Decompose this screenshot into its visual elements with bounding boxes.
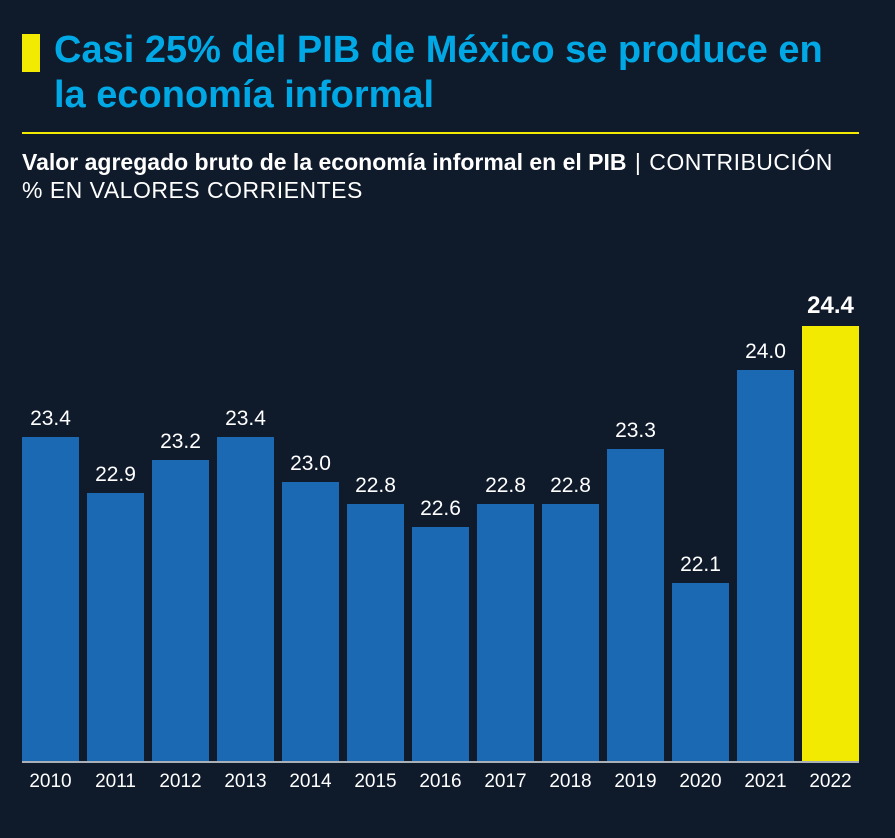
bar-value-label: 23.4 (30, 407, 71, 431)
bar-value-label: 23.0 (290, 452, 331, 476)
bar-value-label: 22.8 (485, 474, 526, 498)
x-tick: 2010 (22, 765, 79, 795)
bar (282, 482, 339, 761)
bar-chart: 23.4 22.9 23.2 23.4 23.0 22.8 22.6 22.8 22.8 23.3… (22, 265, 859, 795)
subtitle-bold: Valor agregado bruto de la economía info… (22, 149, 627, 175)
bar-column: 23.2 (152, 283, 209, 761)
bar-value-label: 23.2 (160, 430, 201, 454)
bar-value-label: 24.0 (745, 340, 786, 364)
bar-column: 22.8 (477, 283, 534, 761)
bar-value-label: 22.8 (550, 474, 591, 498)
bar-value-label: 23.3 (615, 419, 656, 443)
x-tick: 2019 (607, 765, 664, 795)
bar-column: 23.0 (282, 283, 339, 761)
bar (672, 583, 729, 762)
accent-block (22, 34, 40, 72)
bar-column: 24.4 (802, 283, 859, 761)
bar-column: 23.4 (217, 283, 274, 761)
x-tick: 2012 (152, 765, 209, 795)
bar-column: 24.0 (737, 283, 794, 761)
x-tick: 2017 (477, 765, 534, 795)
bar (22, 437, 79, 761)
subtitle: Valor agregado bruto de la economía info… (22, 148, 859, 206)
bar-column: 22.8 (347, 283, 404, 761)
bar-value-label: 22.1 (680, 553, 721, 577)
bar (412, 527, 469, 761)
bar (347, 504, 404, 761)
bar-column: 23.4 (22, 283, 79, 761)
x-tick: 2015 (347, 765, 404, 795)
bar-value-label: 22.9 (95, 463, 136, 487)
chart-title: Casi 25% del PIB de México se produce en… (54, 28, 859, 118)
title-row: Casi 25% del PIB de México se produce en… (22, 28, 859, 118)
x-tick: 2018 (542, 765, 599, 795)
bar (737, 370, 794, 761)
bar (542, 504, 599, 761)
x-tick: 2021 (737, 765, 794, 795)
bar-column: 22.9 (87, 283, 144, 761)
x-tick: 2013 (217, 765, 274, 795)
bar (87, 493, 144, 761)
bar-column: 22.1 (672, 283, 729, 761)
x-tick: 2016 (412, 765, 469, 795)
bar (217, 437, 274, 761)
bars-container: 23.4 22.9 23.2 23.4 23.0 22.8 22.6 22.8 22.8 23.3… (22, 283, 859, 763)
x-tick: 2014 (282, 765, 339, 795)
bar (477, 504, 534, 761)
bar-value-label: 24.4 (807, 292, 854, 320)
x-tick: 2011 (87, 765, 144, 795)
bar (607, 449, 664, 762)
bar (802, 326, 859, 761)
x-axis: 2010 2011 2012 2013 2014 2015 2016 2017 2018 2019… (22, 765, 859, 795)
x-tick: 2020 (672, 765, 729, 795)
bar (152, 460, 209, 761)
bar-column: 23.3 (607, 283, 664, 761)
bar-value-label: 22.6 (420, 497, 461, 521)
bar-value-label: 22.8 (355, 474, 396, 498)
subtitle-divider: | (635, 149, 641, 175)
bar-column: 22.6 (412, 283, 469, 761)
title-underline (22, 132, 859, 134)
bar-column: 22.8 (542, 283, 599, 761)
bar-value-label: 23.4 (225, 407, 266, 431)
x-tick: 2022 (802, 765, 859, 795)
